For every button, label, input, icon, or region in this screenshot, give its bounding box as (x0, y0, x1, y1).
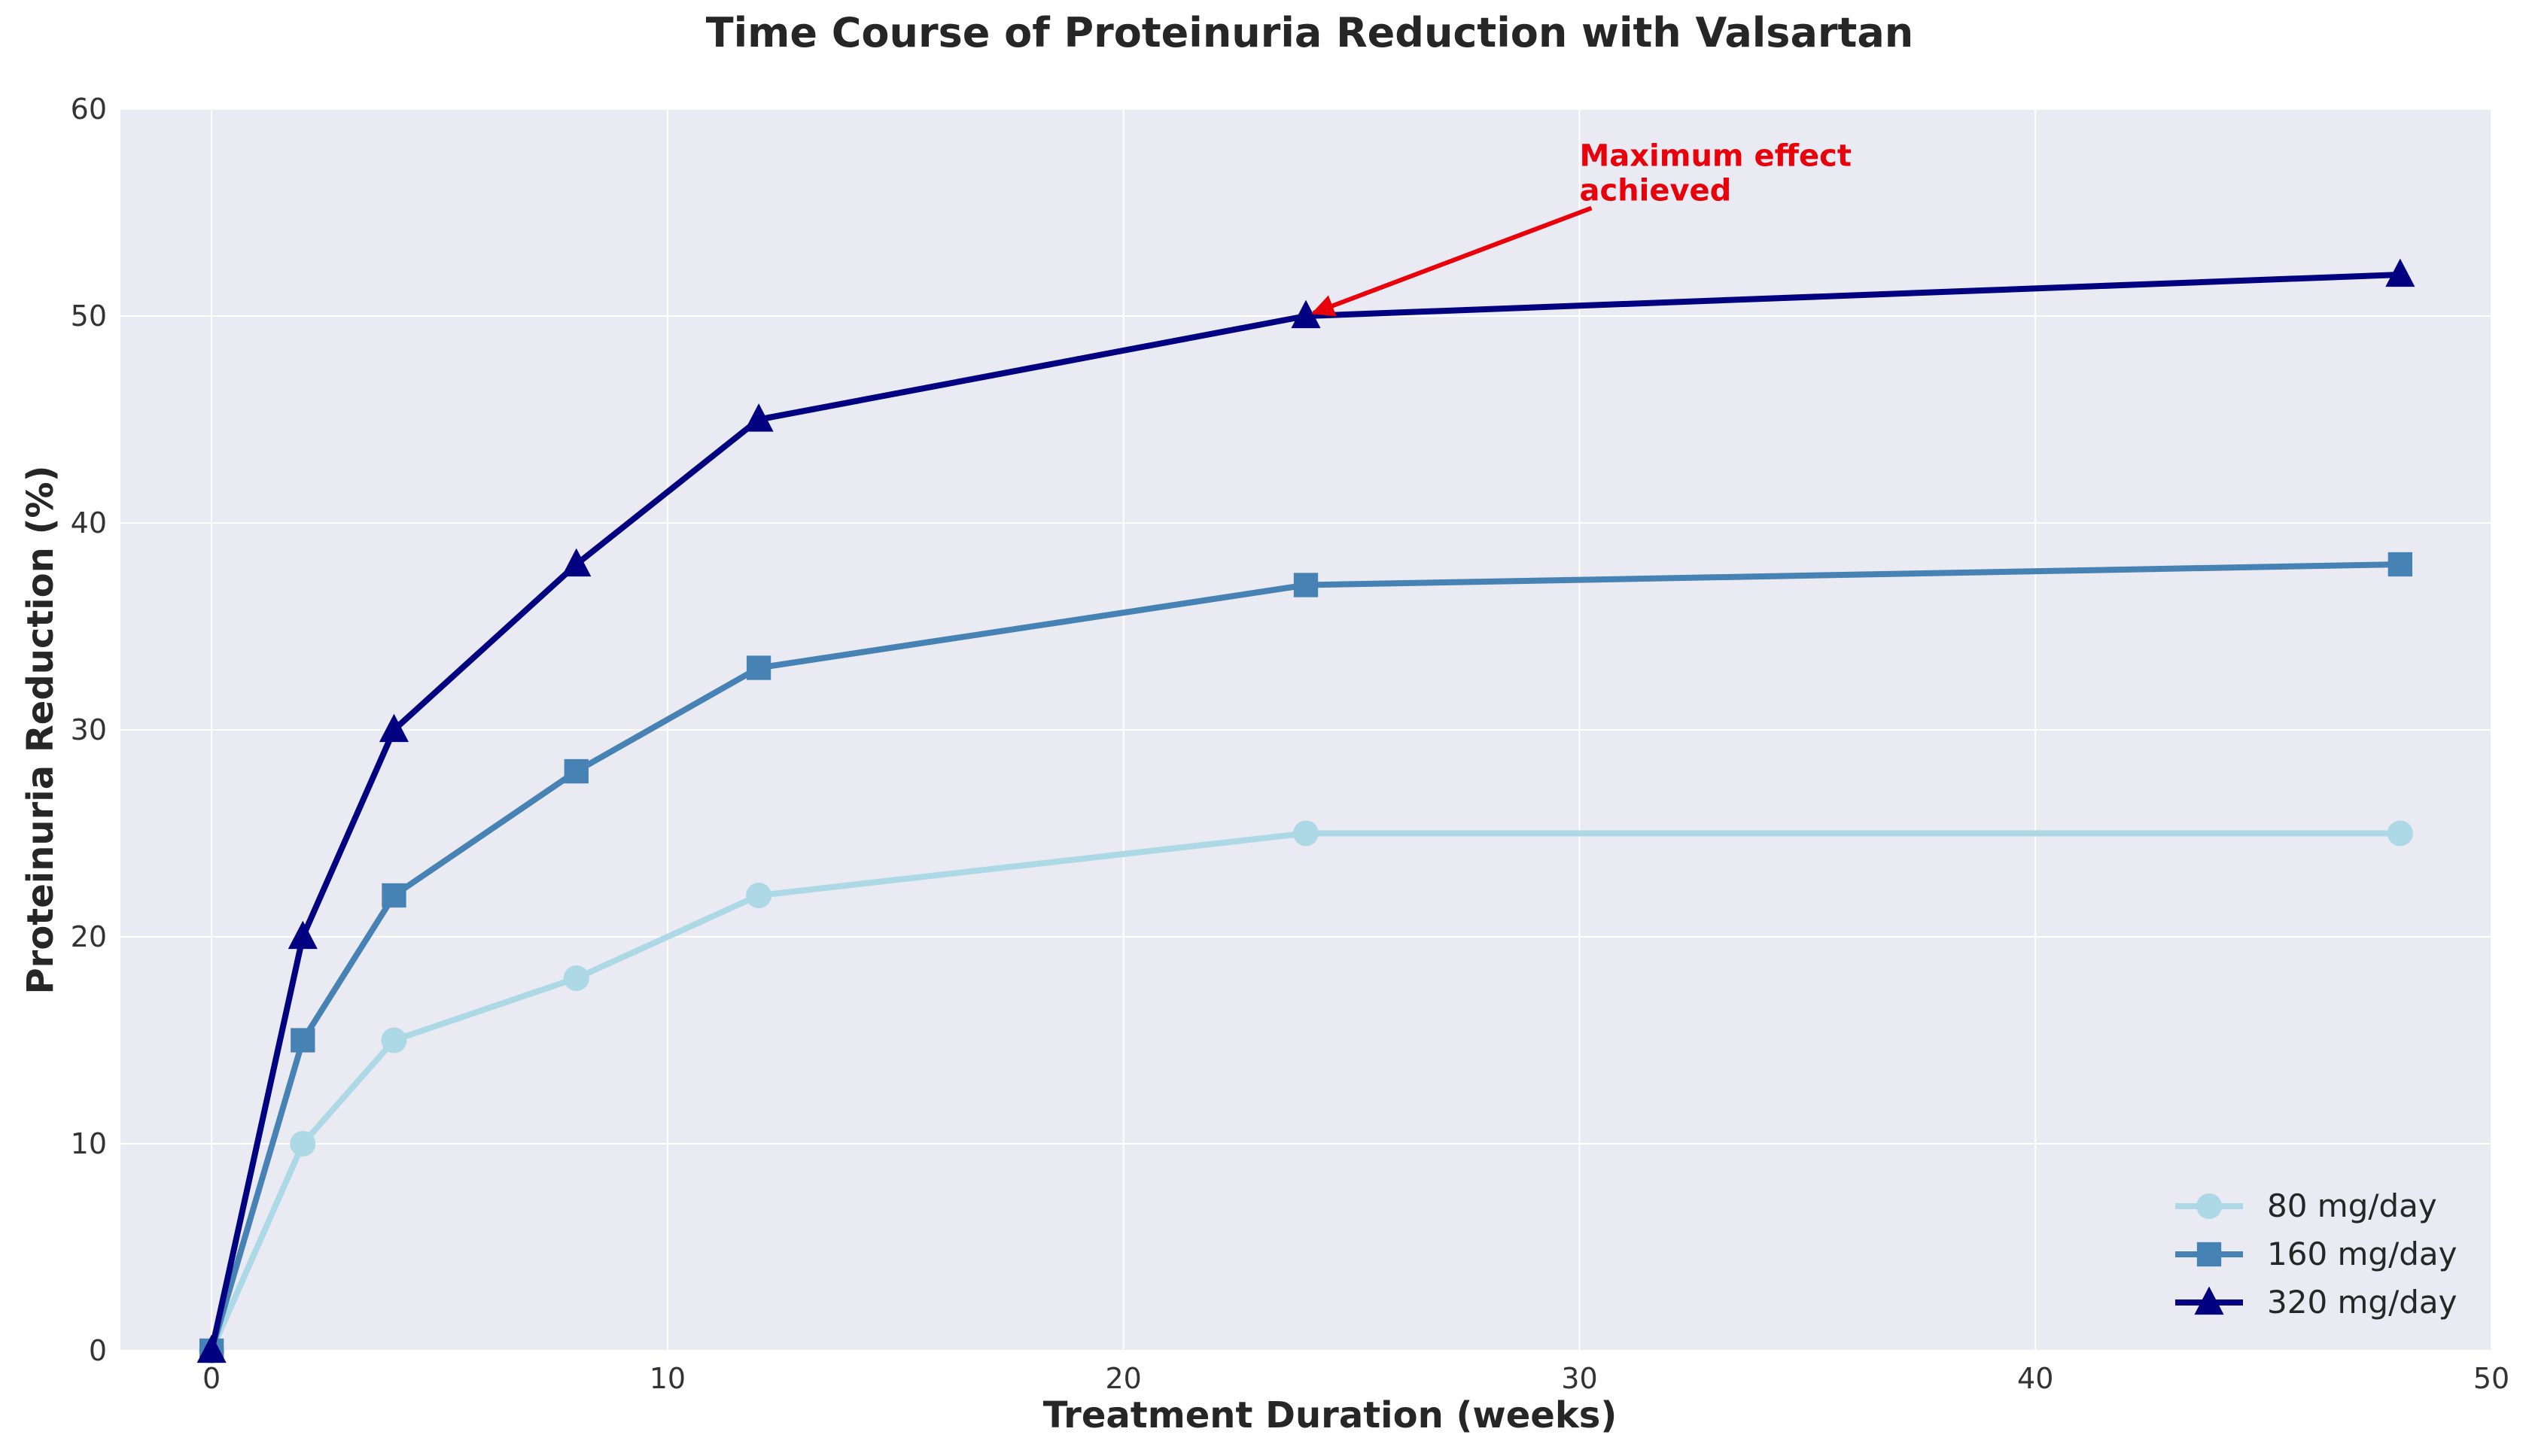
data-point (2196, 1193, 2222, 1219)
data-point (1293, 820, 1319, 847)
data-point (564, 758, 589, 784)
legend-item: 160 mg/day (2175, 1236, 2457, 1272)
series-320-mg-day (196, 258, 2415, 1363)
data-point (746, 655, 771, 680)
legend-label: 80 mg/day (2267, 1187, 2437, 1224)
y-tick-label: 40 (71, 506, 107, 540)
data-point (563, 965, 589, 991)
data-point (290, 1131, 316, 1157)
data-point (288, 920, 318, 950)
y-axis-label: Proteinuria Reduction (%) (20, 465, 62, 994)
y-tick-label: 20 (71, 920, 107, 953)
chart-title: Time Course of Proteinuria Reduction wit… (706, 9, 1913, 56)
data-point (2385, 258, 2415, 287)
legend-item: 80 mg/day (2175, 1187, 2437, 1224)
y-tick-label: 0 (89, 1334, 107, 1367)
annotation-text-line-1: Maximum effect (1579, 139, 1852, 174)
data-point (744, 403, 774, 432)
data-point (382, 883, 406, 908)
x-tick-label: 30 (1561, 1362, 1597, 1395)
data-point (2387, 552, 2412, 577)
grid-layer (120, 108, 2492, 1351)
x-tick-label: 40 (2017, 1362, 2053, 1395)
x-tick-label: 20 (1106, 1362, 1142, 1395)
data-point (291, 1028, 315, 1053)
data-point (2194, 1286, 2224, 1315)
legend-label: 320 mg/day (2267, 1284, 2457, 1321)
legend-label: 160 mg/day (2267, 1236, 2457, 1272)
data-point (746, 883, 772, 908)
x-axis-label: Treatment Duration (weeks) (1043, 1394, 1617, 1436)
y-tick-label: 10 (71, 1127, 107, 1160)
annotation-text-line-2: achieved (1579, 174, 1731, 208)
legend: 80 mg/day 160 mg/day 320 mg/day (2175, 1187, 2457, 1321)
legend-item: 320 mg/day (2175, 1284, 2457, 1321)
x-tick-label: 0 (202, 1362, 221, 1395)
data-point (1291, 299, 1321, 329)
data-point (2387, 820, 2413, 847)
data-point (561, 548, 592, 577)
x-tick-label: 50 (2473, 1362, 2509, 1395)
series-layer (196, 258, 2415, 1363)
data-point (1293, 573, 1319, 597)
data-point (381, 1027, 407, 1053)
data-point (196, 1334, 227, 1363)
tick-layer: 0 10 20 30 40 50 0 10 20 30 40 50 60 (71, 93, 2510, 1395)
y-tick-label: 30 (71, 713, 107, 746)
y-tick-label: 60 (71, 93, 107, 126)
data-point (379, 713, 409, 743)
y-tick-label: 50 (71, 299, 107, 333)
x-tick-label: 10 (650, 1362, 686, 1395)
annotation-arrow (1311, 205, 1593, 317)
data-point (2196, 1242, 2222, 1267)
